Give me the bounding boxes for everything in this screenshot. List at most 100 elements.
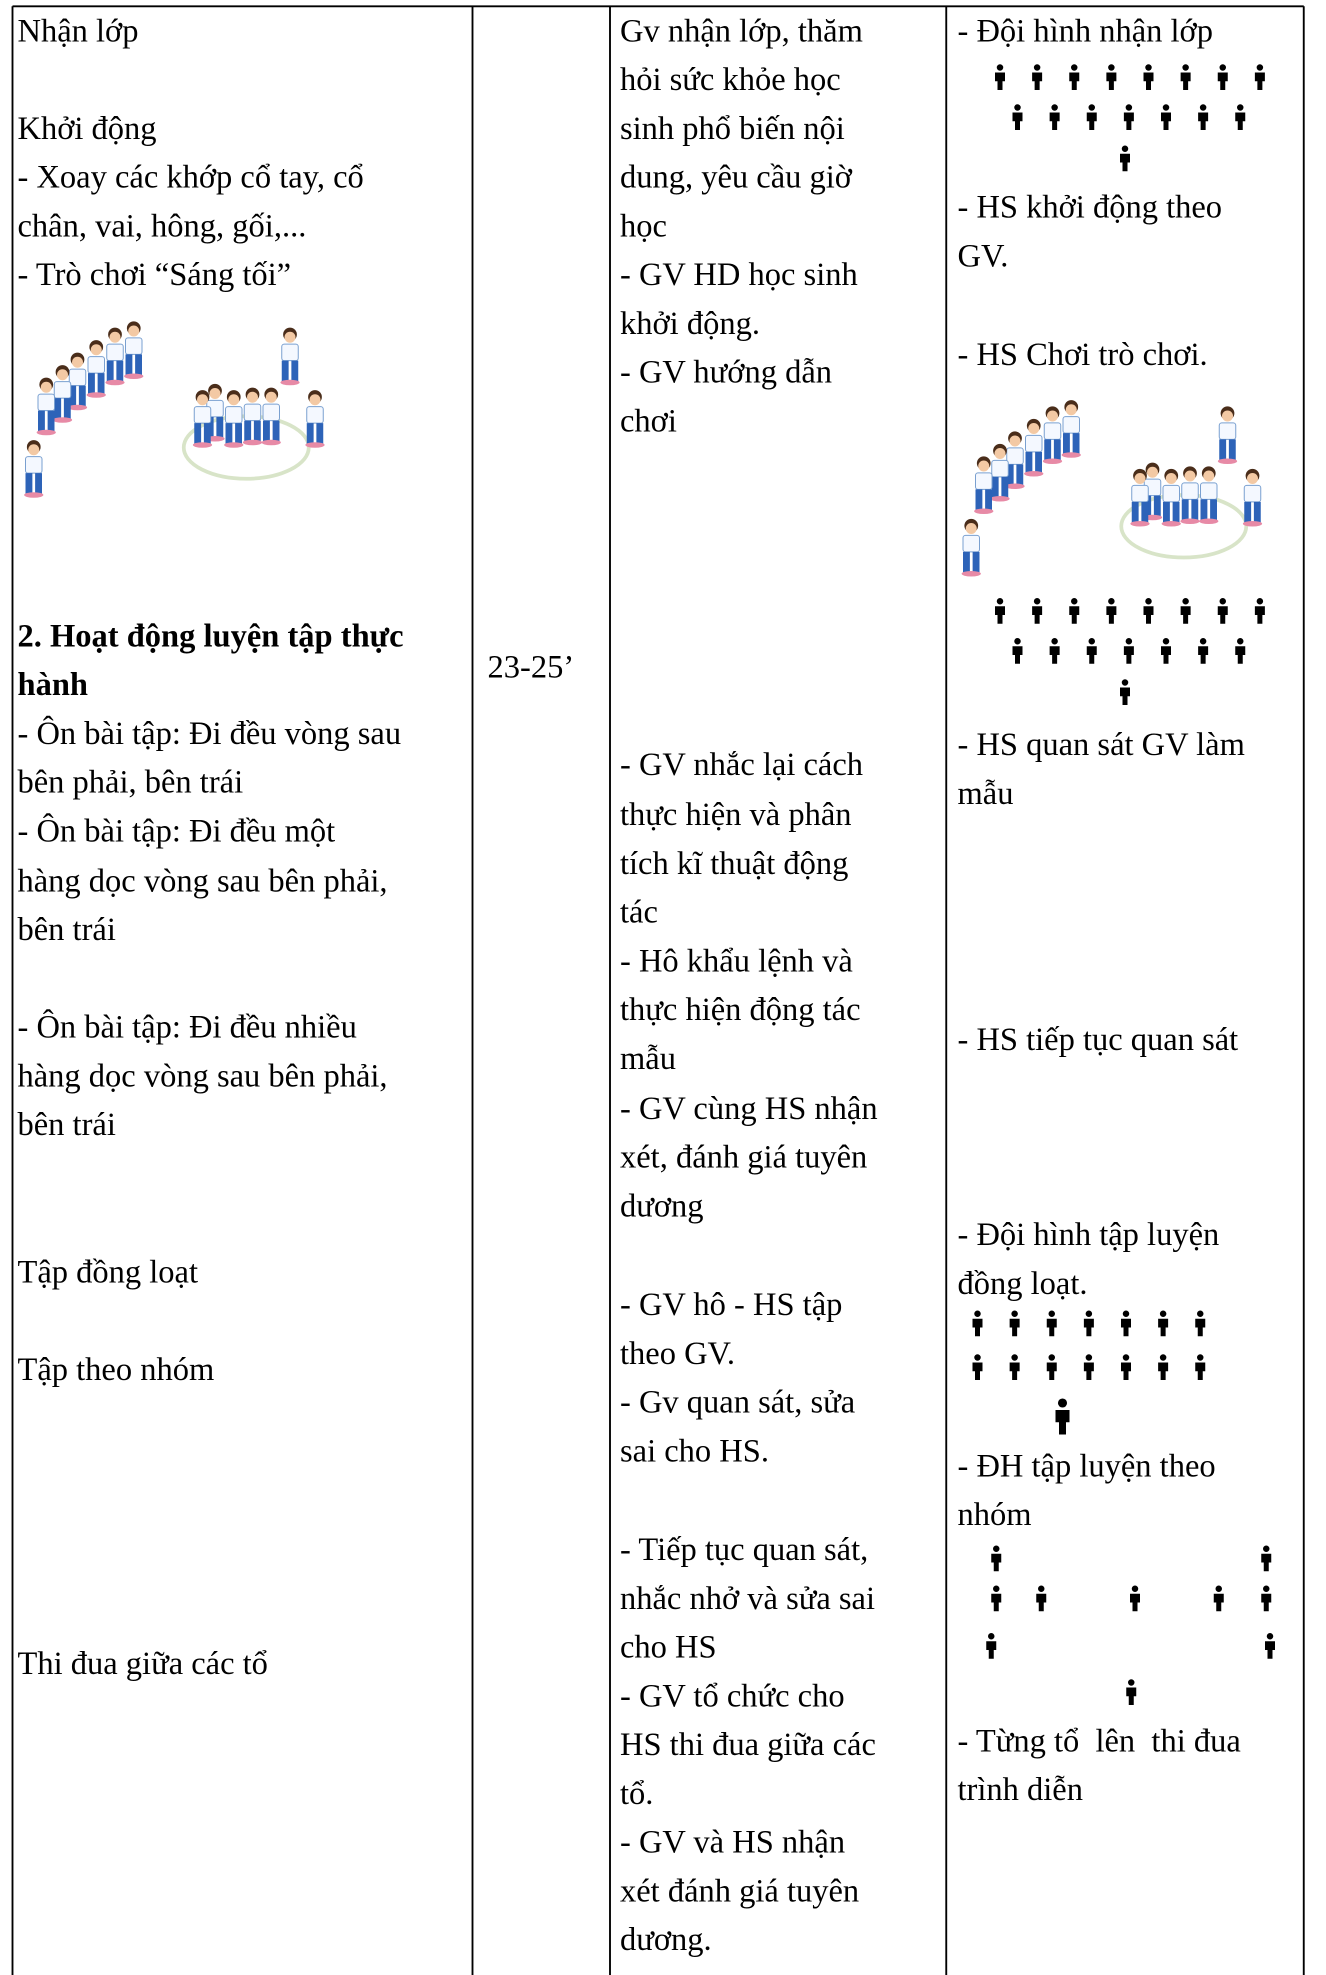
kid xyxy=(1061,452,1081,458)
formation-person xyxy=(1213,1593,1224,1612)
kid xyxy=(305,442,325,448)
formation-person xyxy=(1123,112,1134,130)
cell-text: Thi đua giữa các tổ xyxy=(17,1644,268,1681)
kid xyxy=(990,496,1010,502)
formation-person xyxy=(972,1318,983,1337)
formation-person xyxy=(1088,638,1096,645)
formation-person xyxy=(1199,104,1207,111)
kid xyxy=(994,448,1006,459)
kid xyxy=(1165,473,1177,484)
kid xyxy=(63,398,71,419)
kid xyxy=(1244,501,1252,523)
cell-text: dương xyxy=(620,1186,704,1224)
kid xyxy=(53,381,72,399)
kid xyxy=(985,489,992,510)
kid xyxy=(192,442,213,448)
formation-person xyxy=(1145,64,1152,71)
formation-person xyxy=(1121,145,1129,152)
kid xyxy=(72,356,83,368)
cell-text: sai cho HS. xyxy=(620,1431,769,1469)
kid xyxy=(78,385,86,407)
cell-text: - Từng tổ lên thi đua xyxy=(957,1721,1241,1759)
formation-person xyxy=(996,64,1004,71)
cell-text: nhóm xyxy=(957,1495,1032,1532)
formation-person xyxy=(993,1545,1000,1552)
cell-text: thực hiện và phân xyxy=(620,795,852,832)
kid xyxy=(1053,439,1061,460)
formation-person xyxy=(1071,598,1078,605)
kid xyxy=(106,343,124,362)
kid xyxy=(963,551,970,573)
kid xyxy=(47,410,55,432)
cell-text: nhắc nhở và sửa sai xyxy=(620,1579,876,1616)
kid xyxy=(1006,464,1014,485)
kid xyxy=(309,394,321,406)
kid xyxy=(36,429,56,436)
formation-person xyxy=(1049,646,1060,664)
cell-text: bên trái xyxy=(17,1105,116,1142)
kid xyxy=(1181,499,1189,520)
kid xyxy=(262,403,280,422)
formation-person xyxy=(991,1553,1002,1572)
cell-text: Gv nhận lớp, thăm xyxy=(620,11,863,49)
cell-text: bên phải, bên trái xyxy=(17,763,244,800)
formation-person xyxy=(1083,1318,1094,1337)
cell-text: - ĐH tập luyện theo xyxy=(957,1446,1216,1484)
cell-text: - HS Chơi trò chơi. xyxy=(957,335,1208,372)
formation-person xyxy=(1158,1362,1169,1380)
formation-person xyxy=(1263,1545,1270,1552)
kid xyxy=(40,381,52,393)
formation-person xyxy=(1265,1641,1275,1659)
cell-text: - Tiếp tục quan sát, xyxy=(620,1530,869,1567)
kid xyxy=(316,423,324,444)
formation-person xyxy=(1197,1354,1204,1361)
kid xyxy=(124,373,144,379)
cell-text: chơi xyxy=(620,401,677,439)
formation-person xyxy=(1009,1362,1020,1380)
formation-person xyxy=(1162,104,1170,111)
kid xyxy=(242,439,263,446)
formation-person xyxy=(1219,598,1226,605)
kid xyxy=(1024,471,1044,477)
kid xyxy=(1200,499,1208,520)
cell-text: dung, yêu cầu giờ xyxy=(620,158,852,195)
kid xyxy=(1131,484,1149,503)
cell-text: khởi động. xyxy=(620,304,760,341)
formation-person xyxy=(1069,606,1080,624)
formation-person xyxy=(1122,1354,1130,1361)
kid xyxy=(244,420,252,442)
cell-text: tích kĩ thuật động xyxy=(620,844,849,881)
kid xyxy=(194,423,202,444)
kid xyxy=(87,356,106,374)
kid xyxy=(272,420,280,442)
kid xyxy=(203,423,211,444)
formation-person xyxy=(1256,64,1264,71)
kid xyxy=(1191,499,1199,520)
kid xyxy=(209,388,221,399)
cell-text: xét, đánh giá tuyên xyxy=(620,1138,868,1175)
kid xyxy=(1141,501,1149,523)
formation-person xyxy=(1256,598,1264,605)
formation-person xyxy=(1123,646,1134,664)
formation-person xyxy=(1048,1310,1056,1317)
kid xyxy=(1047,410,1058,422)
cell-text: - Ôn bài tập: Đi đều nhiều xyxy=(17,1008,357,1045)
kid xyxy=(991,476,999,498)
kid xyxy=(35,473,42,494)
kid xyxy=(57,369,68,381)
kid xyxy=(135,354,142,375)
kid xyxy=(54,398,62,419)
formation-person xyxy=(1106,606,1117,624)
formation-person xyxy=(1237,104,1244,111)
kid xyxy=(1181,482,1199,500)
cell-text: bên trái xyxy=(17,910,116,947)
cell-text: - Hô khẩu lệnh và xyxy=(620,941,853,979)
kid xyxy=(106,360,114,382)
kid xyxy=(1147,466,1158,478)
cell-text: trình diễn xyxy=(957,1770,1083,1807)
formation-person xyxy=(1038,1585,1045,1592)
kid xyxy=(1243,484,1262,503)
cell-text: học xyxy=(620,206,667,244)
cell-text: HS thi đua giữa các xyxy=(620,1725,876,1762)
formation-person xyxy=(1036,1593,1047,1612)
